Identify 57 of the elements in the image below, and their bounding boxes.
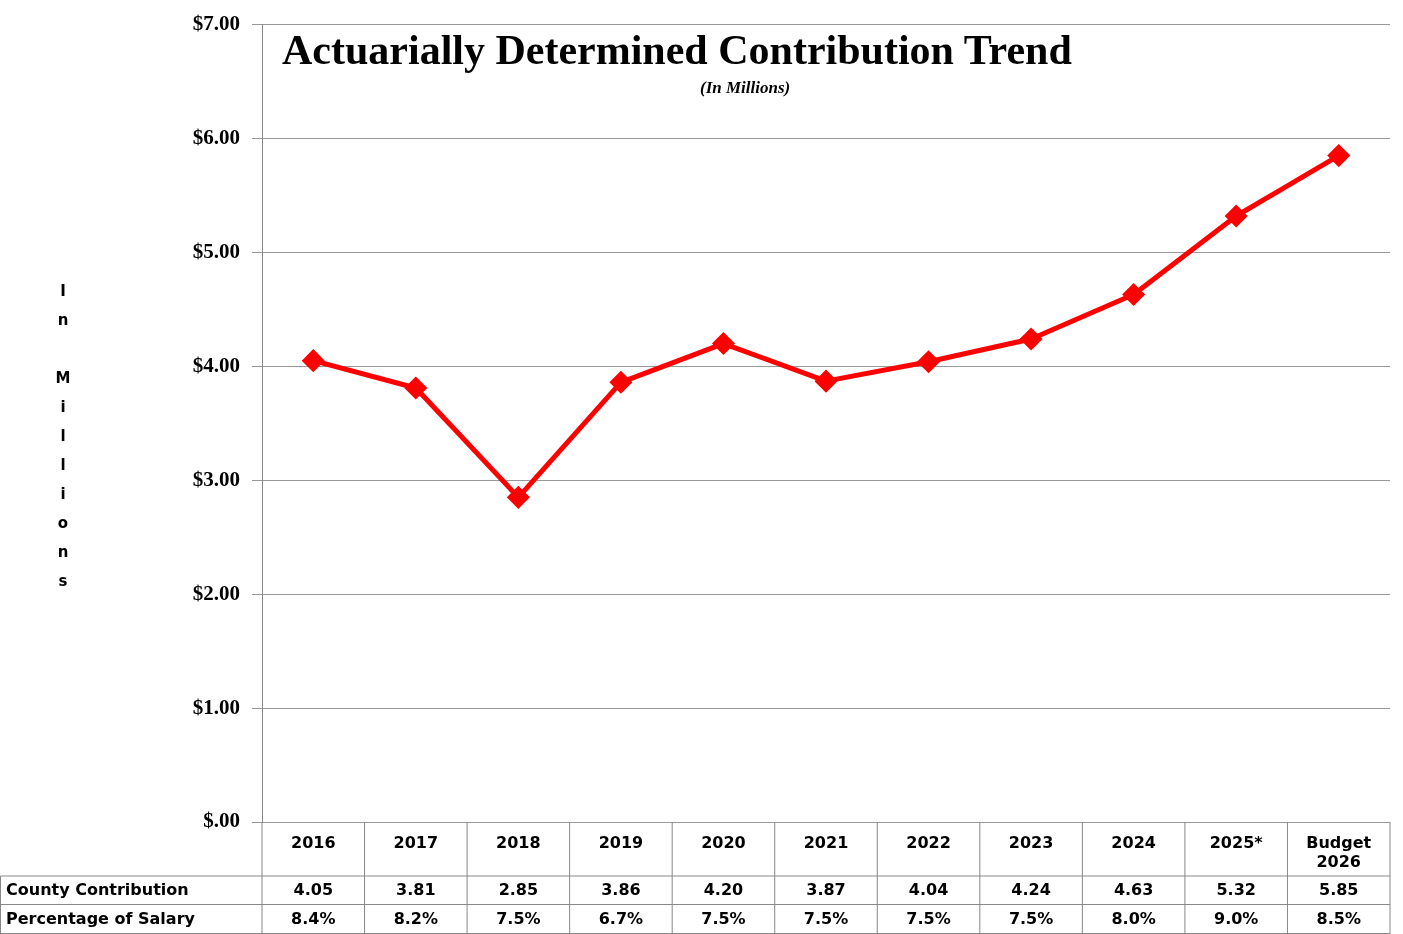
point	[610, 371, 632, 393]
text: 9.0%	[1213, 908, 1259, 928]
x-tick-label: 2019	[598, 832, 644, 852]
text: 8.4%	[291, 908, 336, 928]
data-label: 2.85	[498, 879, 539, 899]
x-tick-label: 2024	[1111, 832, 1156, 852]
x-tick-label: 2016	[291, 832, 336, 852]
text: 7.5%	[701, 908, 746, 928]
data-label: 5.32	[1216, 879, 1256, 899]
text: 6.7%	[598, 908, 644, 928]
y-tick-label: $1.00	[192, 694, 240, 719]
text: 7.5%	[1008, 908, 1054, 928]
point	[302, 350, 324, 372]
y-tick-label: $2.00	[192, 580, 240, 605]
x-tick-label: 2022	[906, 832, 951, 852]
point	[1225, 205, 1247, 227]
data-label: 4.05	[293, 879, 334, 899]
x-tick-label: 2021	[803, 832, 849, 852]
x-tick-label: 2018	[496, 832, 541, 852]
point	[815, 370, 837, 392]
text: Percentage of Salary	[6, 908, 196, 928]
y-tick-label: $7.00	[192, 11, 240, 36]
x-tick-label: 2020	[701, 832, 746, 852]
data-label: 4.24	[1011, 879, 1051, 899]
data-label: 4.63	[1113, 879, 1154, 899]
data-label: 4.20	[703, 879, 744, 899]
point	[507, 486, 529, 508]
y-tick-label: $.00	[203, 808, 240, 833]
point	[1123, 284, 1145, 306]
data-label: 5.85	[1318, 879, 1359, 899]
text: 7.5%	[496, 908, 541, 928]
text: 8.0%	[1111, 908, 1156, 928]
text: In Millions	[54, 282, 72, 601]
text: County Contribution	[6, 879, 189, 899]
point	[1328, 145, 1350, 167]
x-tick-label: Budget 2026	[1306, 832, 1372, 871]
text: 8.5%	[1316, 908, 1361, 928]
y-tick-label: $5.00	[192, 238, 240, 263]
data-label: 3.87	[806, 879, 846, 899]
text: 7.5%	[906, 908, 951, 928]
text: (In Millions)	[700, 78, 791, 98]
y-tick-label: $3.00	[192, 466, 240, 491]
y-tick-label: $6.00	[192, 124, 240, 149]
x-tick-label: 2023	[1008, 832, 1054, 852]
x-tick-label: 2025*	[1209, 832, 1264, 852]
text: 8.2%	[393, 908, 439, 928]
point	[405, 377, 427, 399]
text: 7.5%	[803, 908, 849, 928]
data-label: 3.86	[601, 879, 641, 899]
point	[712, 333, 734, 355]
chart-title: Actuarially Determined Contribution Trend	[282, 26, 1072, 74]
y-tick-label: $4.00	[192, 352, 240, 377]
data-label: 4.04	[908, 879, 949, 899]
x-tick-label: 2017	[393, 832, 439, 852]
point	[918, 351, 940, 373]
point	[1020, 328, 1042, 350]
data-label: 3.81	[396, 879, 436, 899]
